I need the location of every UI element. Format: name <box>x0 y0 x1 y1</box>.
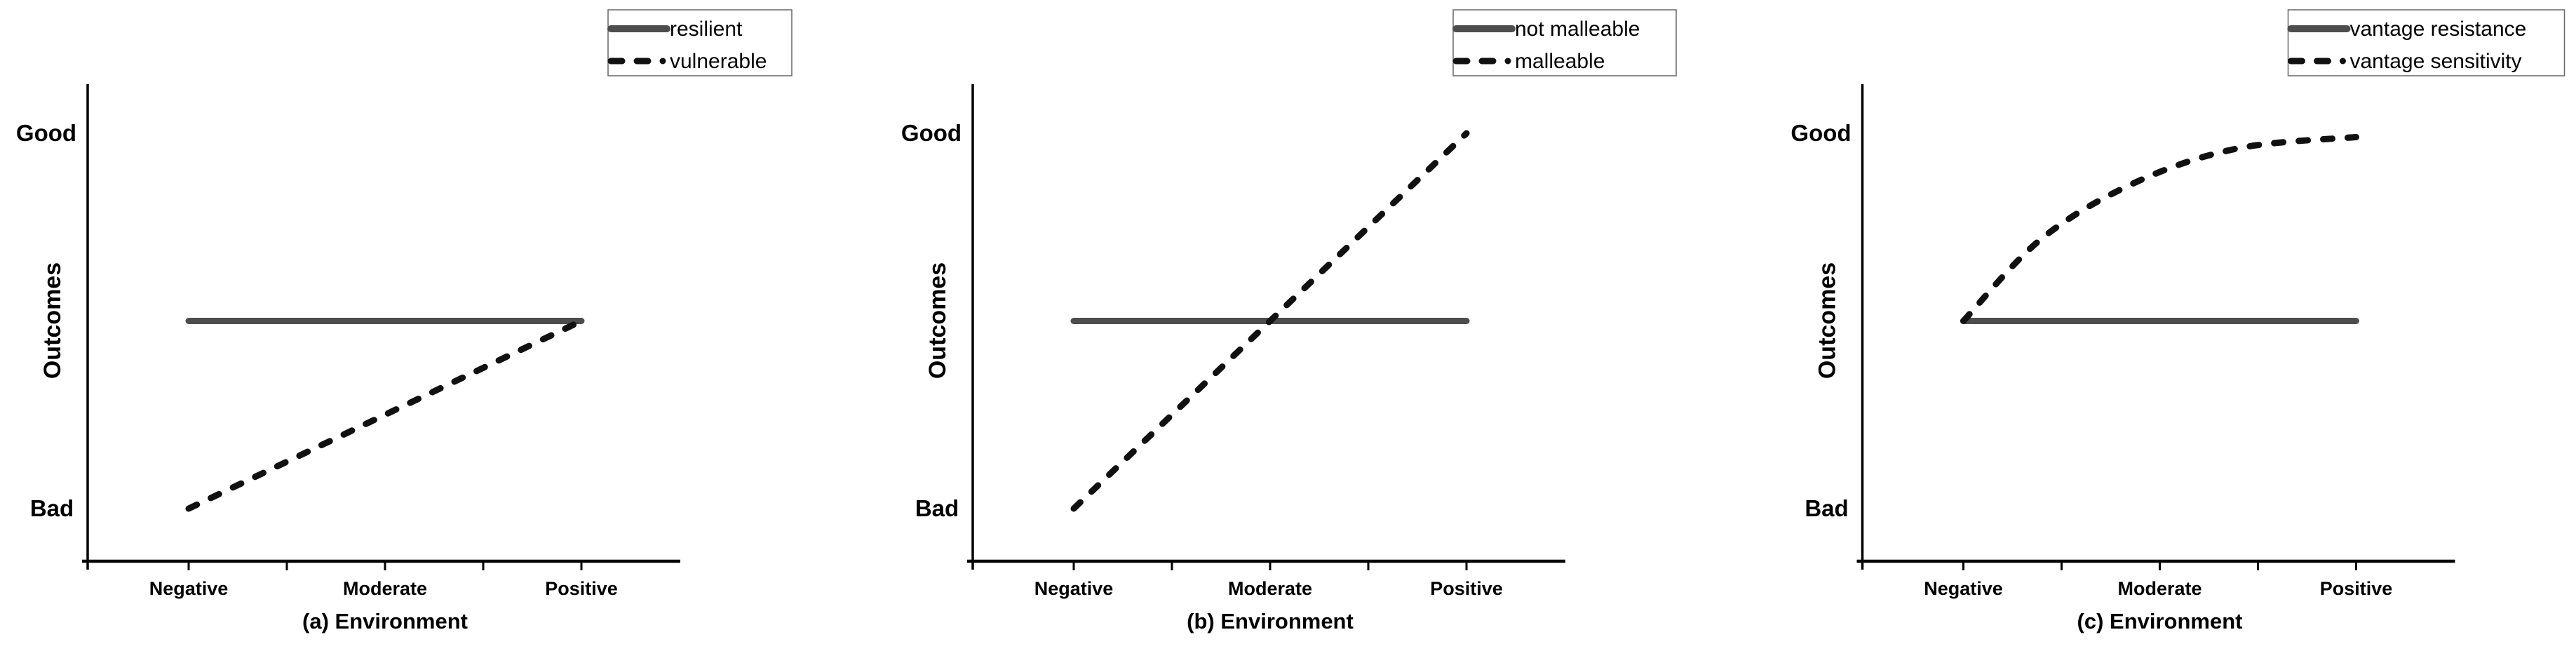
panel-c-chart: Good Bad Outcomes Negative Moderate Posi… <box>1791 9 2565 633</box>
x-tick-label: Positive <box>545 578 618 599</box>
x-axis-caption: (b) Environment <box>1187 609 1354 633</box>
y-min-label: Bad <box>915 495 959 521</box>
series-line-malleable <box>1070 130 1470 512</box>
x-tick-label: Moderate <box>1228 578 1312 599</box>
y-max-label: Good <box>16 120 76 146</box>
series-line-vulnerable <box>185 318 585 512</box>
x-tick-label: Positive <box>2320 578 2393 599</box>
legend-label-vantage-resistance: vantage resistance <box>2350 18 2527 41</box>
legend-box <box>2287 9 2565 76</box>
legend-label-vulnerable: vulnerable <box>670 50 767 73</box>
legend-box <box>1452 9 1677 76</box>
x-tick-label: Negative <box>1924 578 2003 599</box>
panel-a-graphics <box>82 9 793 570</box>
x-tick-label: Positive <box>1430 578 1503 599</box>
y-axis-title: Outcomes <box>1814 262 1841 379</box>
x-axis-caption: (c) Environment <box>2077 609 2243 633</box>
panel-a-chart: Good Bad Outcomes Negative Moderate Posi… <box>16 9 793 633</box>
x-axis-caption: (a) Environment <box>302 609 468 633</box>
x-tick-label: Moderate <box>2117 578 2201 599</box>
series-line-vantage-sensitivity <box>1960 133 2359 324</box>
panel-b-chart: Good Bad Outcomes Negative Moderate Posi… <box>901 9 1677 633</box>
x-tick-label: Moderate <box>343 578 427 599</box>
y-axis-title: Outcomes <box>924 262 951 379</box>
legend-box <box>607 9 793 76</box>
legend-label-resilient: resilient <box>670 18 743 41</box>
y-min-label: Bad <box>30 495 74 521</box>
y-axis-title: Outcomes <box>39 262 66 379</box>
x-tick-label: Negative <box>149 578 229 599</box>
x-tick-label: Negative <box>1034 578 1114 599</box>
legend-label-malleable: malleable <box>1515 50 1605 73</box>
legend-label-vantage-sensitivity: vantage sensitivity <box>2350 50 2522 73</box>
panel-b-graphics <box>967 9 1677 570</box>
panel-c-graphics <box>1856 9 2565 570</box>
legend-label-not-malleable: not malleable <box>1515 18 1640 41</box>
y-max-label: Good <box>1791 120 1851 146</box>
y-min-label: Bad <box>1805 495 1848 521</box>
y-max-label: Good <box>901 120 962 146</box>
